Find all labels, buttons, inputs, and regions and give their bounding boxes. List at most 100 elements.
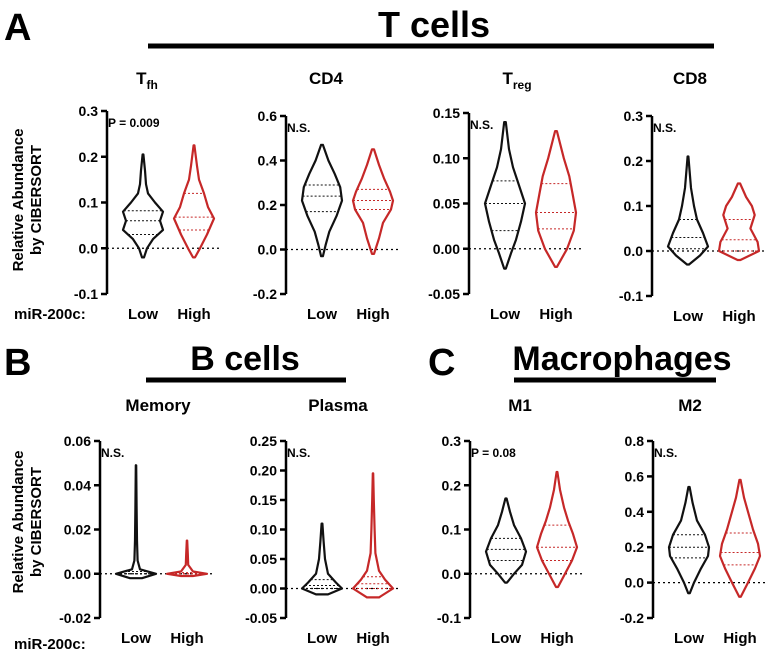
y-tick-label-tfh: 0.0: [79, 240, 99, 256]
y-tick-label-m2: 0.6: [625, 468, 645, 484]
y-tick-label-m2: 0.8: [625, 433, 645, 449]
chart-plasma: Plasma -0.05 0.00 0.05 0.10 0.15 0.20 0.25 N.S. L…: [245, 396, 398, 647]
y-axis-label-line1-top: Relative Abundance: [10, 129, 27, 272]
y-axis-label-line1-bottom: Relative Abundance: [10, 451, 27, 594]
chart-title-m2: M2: [678, 396, 702, 415]
y-tick-label-treg: 0.00: [433, 241, 460, 257]
y-axis-label-line2-top: by CIBERSORT: [28, 145, 45, 255]
x-category-label-tfh: High: [177, 306, 210, 323]
y-tick-label-m2: 0.2: [625, 539, 645, 555]
y-tick-label-cd4: -0.2: [253, 286, 277, 302]
violin-treg-low: [483, 120, 527, 270]
violin-cd4-high: [351, 148, 395, 256]
group-title-t-cells: T cells: [378, 4, 490, 45]
group-title-b-cells: B cells: [190, 340, 300, 378]
annotation-cd8: N.S.: [653, 121, 676, 135]
annotation-m2: N.S.: [654, 446, 677, 460]
y-tick-label-m1: 0.1: [442, 522, 462, 538]
y-axis-label-line2-bottom: by CIBERSORT: [28, 467, 45, 577]
violin-treg-high: [534, 130, 578, 268]
y-tick-label-m1: 0.2: [442, 477, 462, 493]
y-tick-label-memory: 0.02: [64, 522, 91, 538]
y-tick-label-m1: 0.3: [442, 433, 462, 449]
violin-cd4-low: [300, 143, 344, 258]
chart-cd4: CD4 -0.2 0.0 0.2 0.4 0.6 N.S. Low High: [253, 69, 398, 323]
y-tick-label-tfh: 0.1: [79, 195, 99, 211]
y-tick-label-memory: 0.06: [64, 433, 91, 449]
y-tick-label-m2: -0.2: [620, 610, 644, 626]
y-tick-label-plasma: 0.25: [250, 433, 277, 449]
violin-cd8-high: [717, 182, 761, 262]
y-tick-label-cd8: -0.1: [619, 288, 643, 304]
violin-m2-high: [718, 478, 762, 598]
x-category-label-m2: Low: [674, 630, 704, 647]
y-tick-label-treg: 0.10: [433, 150, 460, 166]
annotation-m1: P = 0.08: [471, 446, 516, 460]
y-tick-label-cd4: 0.6: [258, 108, 278, 124]
x-category-label-plasma: High: [356, 630, 389, 647]
chart-title-cd8: CD8: [673, 69, 707, 88]
panel-letter-c: C: [428, 342, 455, 384]
row-label-bottom: miR-200c:: [14, 636, 86, 653]
panel-letter-b: B: [4, 342, 31, 384]
chart-title-memory: Memory: [125, 396, 191, 415]
y-tick-label-treg: 0.15: [433, 105, 460, 121]
chart-tfh: Tfh -0.1 0.0 0.1 0.2 0.3 P = 0.009 Low High: [74, 69, 219, 323]
y-tick-label-cd8: 0.0: [624, 243, 644, 259]
y-tick-label-plasma: 0.10: [250, 522, 277, 538]
violin-tfh-low: [121, 153, 165, 259]
annotation-plasma: N.S.: [287, 446, 310, 460]
annotation-memory: N.S.: [101, 446, 124, 460]
x-category-label-memory: Low: [121, 630, 151, 647]
y-tick-label-tfh: 0.2: [79, 149, 99, 165]
chart-treg: Treg -0.05 0.00 0.05 0.10 0.15 N.S. Low High: [428, 69, 581, 323]
violin-cd8-low: [666, 155, 710, 266]
chart-m1: M1 -0.1 0.0 0.1 0.2 0.3 P = 0.08 Low High: [437, 396, 582, 647]
y-tick-label-cd8: 0.3: [624, 108, 644, 124]
violin-m1-high: [535, 470, 579, 589]
x-category-label-plasma: Low: [307, 630, 337, 647]
x-category-label-tfh: Low: [128, 306, 158, 323]
y-tick-label-cd8: 0.1: [624, 198, 644, 214]
panel-letter-a: A: [4, 7, 31, 49]
x-category-label-cd8: Low: [673, 308, 703, 325]
violin-memory-low: [114, 464, 158, 580]
violin-memory-high: [165, 539, 209, 578]
annotation-tfh: P = 0.009: [108, 116, 160, 130]
y-tick-label-tfh: 0.3: [79, 103, 99, 119]
charts-group: Tfh -0.1 0.0 0.1 0.2 0.3 P = 0.009 Low High CD4 -0…: [59, 69, 765, 647]
x-category-label-cd8: High: [722, 308, 755, 325]
y-tick-label-plasma: 0.00: [250, 581, 277, 597]
violin-m2-low: [667, 485, 711, 595]
violin-plasma-low: [300, 522, 344, 596]
y-tick-label-m2: 0.4: [625, 504, 645, 520]
y-tick-label-plasma: -0.05: [245, 610, 277, 626]
x-category-label-m1: Low: [491, 630, 521, 647]
x-category-label-treg: Low: [490, 306, 520, 323]
chart-memory: Memory -0.02 0.00 0.02 0.04 0.06 N.S. Low High: [59, 396, 212, 647]
y-tick-label-m1: -0.1: [437, 610, 461, 626]
group-title-macrophages: Macrophages: [512, 340, 731, 378]
x-category-label-memory: High: [170, 630, 203, 647]
y-tick-label-treg: -0.05: [428, 286, 460, 302]
row-label-top: miR-200c:: [14, 306, 86, 323]
chart-title-m1: M1: [508, 396, 532, 415]
y-tick-label-m1: 0.0: [442, 566, 462, 582]
x-category-label-m2: High: [723, 630, 756, 647]
y-tick-label-cd4: 0.0: [258, 242, 278, 258]
x-category-label-cd4: High: [356, 306, 389, 323]
y-tick-label-plasma: 0.05: [250, 551, 277, 567]
y-tick-label-plasma: 0.15: [250, 492, 277, 508]
x-category-label-m1: High: [540, 630, 573, 647]
y-tick-label-tfh: -0.1: [74, 286, 98, 302]
annotation-cd4: N.S.: [287, 121, 310, 135]
y-tick-label-memory: -0.02: [59, 610, 91, 626]
y-tick-label-memory: 0.04: [64, 477, 91, 493]
y-tick-label-memory: 0.00: [64, 566, 91, 582]
y-tick-label-m2: 0.0: [625, 575, 645, 591]
chart-cd8: CD8 -0.1 0.0 0.1 0.2 0.3 N.S. Low High: [619, 69, 764, 325]
y-tick-label-cd4: 0.2: [258, 197, 278, 213]
chart-title-cd4: CD4: [309, 69, 344, 88]
y-tick-label-cd8: 0.2: [624, 153, 644, 169]
